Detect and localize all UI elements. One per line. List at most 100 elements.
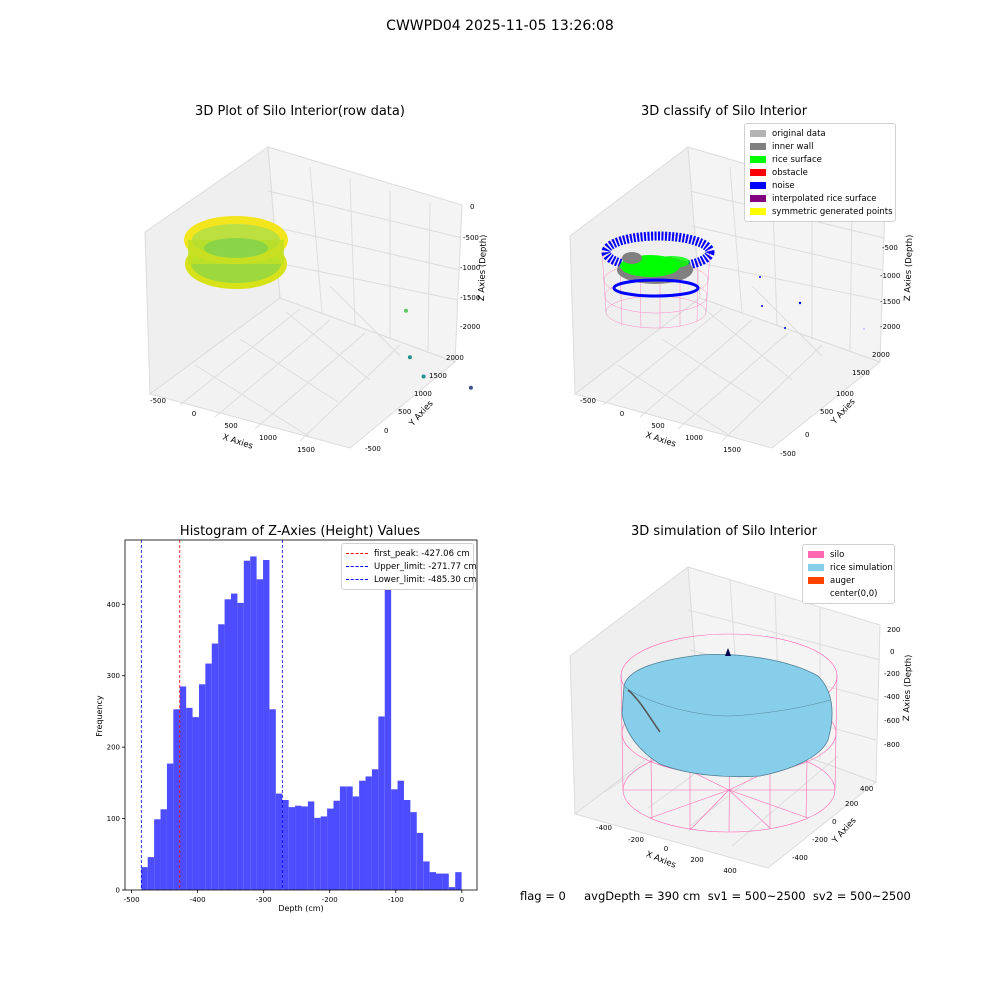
histogram-bar bbox=[211, 643, 219, 890]
panel4-legend: silo rice simulation auger center(0,0) bbox=[802, 544, 895, 604]
legend-entry: symmetric generated points bbox=[750, 205, 893, 218]
legend-label: rice surface bbox=[772, 154, 822, 165]
legend-swatch bbox=[808, 577, 824, 584]
histogram-bar bbox=[384, 573, 392, 890]
histogram-bar bbox=[224, 599, 231, 890]
histogram-bar bbox=[397, 780, 404, 890]
histogram-bar bbox=[442, 873, 449, 890]
histogram-bar bbox=[237, 602, 244, 890]
legend-swatch bbox=[750, 169, 766, 176]
legend-swatch bbox=[750, 130, 766, 137]
legend-entry: first_peak: -427.06 cm bbox=[346, 547, 470, 560]
histogram-bar bbox=[160, 809, 167, 890]
histogram-bar bbox=[435, 873, 443, 890]
legend-entry: center(0,0) bbox=[808, 587, 889, 600]
histogram-bar bbox=[423, 861, 430, 890]
y-tick-label: 200 bbox=[107, 744, 120, 752]
legend-label: original data bbox=[772, 128, 826, 139]
status-footer: flag = 0 avgDepth = 390 cm sv1 = 500~250… bbox=[520, 889, 911, 903]
histogram-bar bbox=[269, 709, 276, 890]
legend-entry: Lower_limit: -485.30 cm bbox=[346, 573, 476, 586]
panel1-title: 3D Plot of Silo Interior(row data) bbox=[195, 104, 405, 119]
histogram-bar bbox=[327, 808, 334, 890]
figure-title: CWWPD04 2025-11-05 13:26:08 bbox=[386, 18, 614, 34]
x-tick-label: -300 bbox=[256, 896, 272, 904]
histogram-bar bbox=[455, 872, 462, 890]
histogram-bar bbox=[410, 812, 417, 890]
histogram-bar bbox=[173, 709, 180, 890]
y-tick-label: 300 bbox=[107, 672, 120, 680]
x-tick-label: -200 bbox=[322, 896, 338, 904]
histogram-bar bbox=[186, 707, 193, 890]
legend-swatch bbox=[808, 564, 824, 571]
histogram-bar bbox=[301, 806, 308, 890]
histogram-bar bbox=[333, 800, 340, 890]
histogram-bar bbox=[295, 805, 302, 890]
histogram-bar bbox=[147, 857, 155, 890]
legend-label: rice simulation bbox=[830, 562, 893, 573]
histogram-bar bbox=[205, 663, 212, 890]
histogram-bar bbox=[141, 867, 148, 890]
legend-entry: original data bbox=[750, 127, 890, 140]
histogram-bar bbox=[154, 819, 161, 890]
legend-entry: interpolated rice surface bbox=[750, 192, 890, 205]
histogram-bar bbox=[403, 800, 411, 890]
legend-line bbox=[346, 579, 368, 580]
panel3-title: Histogram of Z-Axies (Height) Values bbox=[179, 524, 421, 539]
x-tick-label: -500 bbox=[124, 896, 140, 904]
histogram-bar bbox=[448, 887, 456, 890]
y-tick-label: 0 bbox=[116, 887, 120, 895]
legend-entry: inner wall bbox=[750, 140, 890, 153]
histogram-bar bbox=[378, 716, 385, 890]
histogram-y-ticks: 0 100 200 300 400 bbox=[107, 601, 125, 895]
histogram-bar bbox=[263, 560, 270, 890]
histogram-bar bbox=[288, 807, 296, 890]
legend-entry: obstacle bbox=[750, 166, 890, 179]
histogram-bar bbox=[352, 796, 360, 890]
legend-swatch bbox=[750, 156, 766, 163]
histogram-bar bbox=[243, 560, 251, 890]
legend-label: obstacle bbox=[772, 167, 808, 178]
panel2-title: 3D classify of Silo Interior bbox=[640, 104, 808, 119]
histogram-frame bbox=[124, 539, 478, 891]
legend-label: auger bbox=[830, 575, 855, 586]
histogram-x-ticks: -500 -400 -300 -200 -100 0 bbox=[124, 890, 464, 904]
legend-label: inner wall bbox=[772, 141, 814, 152]
histogram-ylabel: Frequency bbox=[95, 695, 104, 737]
histogram-bar bbox=[365, 776, 372, 890]
panel2-legend: original data inner wall rice surface obsta… bbox=[744, 123, 896, 222]
legend-label: Upper_limit: -271.77 cm bbox=[374, 561, 477, 572]
legend-entry: rice simulation bbox=[808, 561, 893, 574]
histogram-bar bbox=[320, 816, 328, 890]
legend-entry: auger bbox=[808, 574, 889, 587]
x-tick-label: -100 bbox=[388, 896, 404, 904]
histogram-bar bbox=[314, 817, 321, 890]
legend-entry: noise bbox=[750, 179, 890, 192]
histogram-bar bbox=[275, 793, 283, 890]
legend-swatch bbox=[750, 143, 766, 150]
legend-entry: Upper_limit: -271.77 cm bbox=[346, 560, 477, 573]
histogram-bar bbox=[416, 832, 424, 890]
x-tick-label: -400 bbox=[190, 896, 206, 904]
histogram-bar bbox=[339, 786, 347, 890]
histogram-bars bbox=[141, 556, 462, 890]
histogram-bar bbox=[166, 763, 174, 890]
legend-label: noise bbox=[772, 180, 795, 191]
legend-swatch bbox=[750, 208, 766, 215]
histogram-bar bbox=[256, 579, 264, 890]
histogram-bar bbox=[429, 872, 436, 890]
histogram-bar bbox=[192, 717, 199, 890]
histogram-bar bbox=[346, 786, 353, 890]
legend-label: Lower_limit: -485.30 cm bbox=[374, 574, 477, 585]
histogram-vlines bbox=[140, 540, 283, 890]
legend-entry: rice surface bbox=[750, 153, 890, 166]
x-tick-label: 0 bbox=[460, 896, 464, 904]
legend-label: symmetric generated points bbox=[772, 206, 893, 217]
legend-line bbox=[346, 566, 368, 567]
legend-label: silo bbox=[830, 549, 845, 560]
legend-label: interpolated rice surface bbox=[772, 193, 877, 204]
histogram-bar bbox=[231, 593, 238, 890]
legend-entry: silo bbox=[808, 548, 889, 561]
histogram-legend: first_peak: -427.06 cm Upper_limit: -271.… bbox=[341, 543, 477, 590]
